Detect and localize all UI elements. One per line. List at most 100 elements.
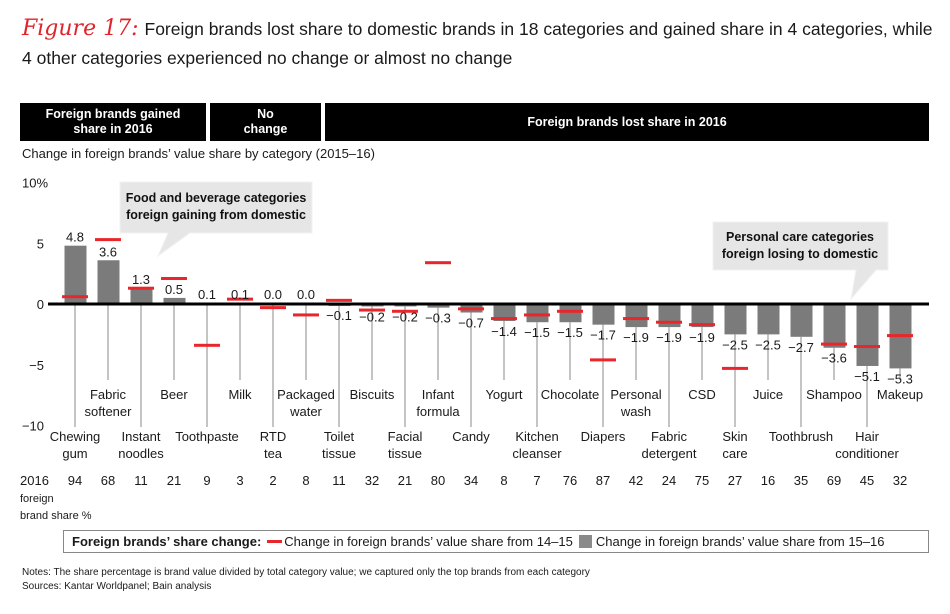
share-value: 94 <box>68 473 82 488</box>
bar <box>724 304 747 335</box>
share-value: 8 <box>500 473 507 488</box>
bar-value-label: −1.9 <box>689 330 715 345</box>
bar-value-label: −0.2 <box>392 309 418 324</box>
bar-value-label: −2.5 <box>755 337 781 352</box>
share-value: 32 <box>893 473 907 488</box>
category-label: Milk <box>228 387 252 402</box>
bar-value-label: −3.6 <box>821 351 847 366</box>
category-label: Diapers <box>581 429 626 444</box>
y-axis: 10% 5 0 −5 −10 <box>22 176 49 434</box>
category-label: tissue <box>388 446 422 461</box>
red-marker <box>524 313 550 317</box>
y-tick-label: −10 <box>22 419 44 434</box>
share-value: 27 <box>728 473 742 488</box>
red-marker <box>293 313 319 317</box>
y-tick-label: 5 <box>37 236 44 251</box>
share-value: 11 <box>134 473 148 488</box>
red-marker <box>821 342 847 346</box>
category-label: Toothpaste <box>175 429 239 444</box>
bar-value-label: 4.8 <box>66 230 84 245</box>
callout-personal-care: Personal care categories foreign losing … <box>712 221 889 301</box>
category-label: Personal <box>610 387 661 402</box>
callout-food-beverage-bubble <box>119 181 313 258</box>
legend-red-label: Change in foreign brands’ value share fr… <box>284 534 573 549</box>
y-tick-label: 10% <box>22 176 48 191</box>
red-marker <box>260 306 286 310</box>
share-value: 24 <box>662 473 676 488</box>
figure-title-text: Foreign brands lost share to domestic br… <box>22 19 933 68</box>
category-label: Chocolate <box>541 387 600 402</box>
category-label: Skin <box>722 429 747 444</box>
chart-subtitle: Change in foreign brands’ value share by… <box>22 146 375 161</box>
bar <box>163 297 186 304</box>
category-label: wash <box>620 404 651 419</box>
y-tick-label: 0 <box>37 297 44 312</box>
category-label: softener <box>85 404 133 419</box>
group-header-lost: Foreign brands lost share in 2016 <box>325 103 929 141</box>
bar <box>592 304 615 325</box>
share-row-label-foreign: foreign <box>20 493 54 505</box>
bar-value-label: −0.7 <box>458 316 484 331</box>
share-value: 34 <box>464 473 478 488</box>
group-header-no-change-label: No change <box>243 107 288 136</box>
bar-value-label: 1.3 <box>132 272 150 287</box>
callout-personal-care-line1: Personal care categories <box>726 230 874 244</box>
bar-value-label: −1.7 <box>590 328 616 343</box>
category-label: gum <box>62 446 87 461</box>
share-value: 2 <box>269 473 276 488</box>
share-value: 21 <box>398 473 412 488</box>
red-marker <box>590 358 616 362</box>
category-label: water <box>289 404 322 419</box>
bar-value-label: −1.5 <box>557 325 583 340</box>
bar-value-label: −1.9 <box>656 330 682 345</box>
callout-food-beverage: Food and beverage categories foreign gai… <box>119 181 313 258</box>
callout-personal-care-bubble <box>712 221 889 301</box>
bar-value-label: 0.1 <box>198 287 216 302</box>
category-label: Facial <box>388 429 423 444</box>
bar <box>625 304 648 328</box>
share-value: 80 <box>431 473 445 488</box>
red-marker <box>194 343 220 347</box>
red-marker <box>128 286 154 290</box>
category-label: Yogurt <box>485 387 522 402</box>
y-tick-label: −5 <box>29 358 44 373</box>
category-label: Beer <box>160 387 188 402</box>
share-row-label-share: brand share % <box>20 510 92 522</box>
legend-gray-label: Change in foreign brands’ value share fr… <box>595 534 885 549</box>
category-label: Infant <box>422 387 455 402</box>
red-marker <box>491 317 517 321</box>
category-label: Biscuits <box>350 387 395 402</box>
share-value: 35 <box>794 473 808 488</box>
category-label: Makeup <box>877 387 923 402</box>
category-label: Juice <box>753 387 783 402</box>
share-value: 69 <box>827 473 841 488</box>
category-label: tea <box>264 446 283 461</box>
figure-label: Figure 17: <box>22 16 139 41</box>
group-header-gained-label: Foreign brands gained share in 2016 <box>45 107 181 136</box>
bar-value-label: 0.1 <box>231 287 249 302</box>
share-value: 68 <box>101 473 115 488</box>
markers <box>62 238 913 370</box>
bar <box>790 304 813 337</box>
red-marker <box>623 317 649 321</box>
category-label: formula <box>416 404 460 419</box>
bar <box>856 304 879 366</box>
share-value: 21 <box>167 473 181 488</box>
category-label: Hair <box>855 429 880 444</box>
bar-value-label: 3.6 <box>99 244 117 259</box>
share-value: 3 <box>236 473 243 488</box>
red-marker <box>425 261 451 265</box>
bar-value-label: −0.2 <box>359 309 385 324</box>
category-label: RTD <box>260 429 286 444</box>
share-value: 8 <box>302 473 309 488</box>
red-marker <box>359 308 385 312</box>
group-header-gained: Foreign brands gained share in 2016 <box>20 103 206 141</box>
share-value: 16 <box>761 473 775 488</box>
legend-title: Foreign brands’ share change: <box>72 534 262 549</box>
legend-gray-bar-swatch <box>578 535 592 548</box>
share-value: 9 <box>203 473 210 488</box>
bar <box>493 304 516 322</box>
bar-value-label: −2.5 <box>722 337 748 352</box>
category-label: Chewing <box>50 429 101 444</box>
red-marker <box>656 320 682 324</box>
